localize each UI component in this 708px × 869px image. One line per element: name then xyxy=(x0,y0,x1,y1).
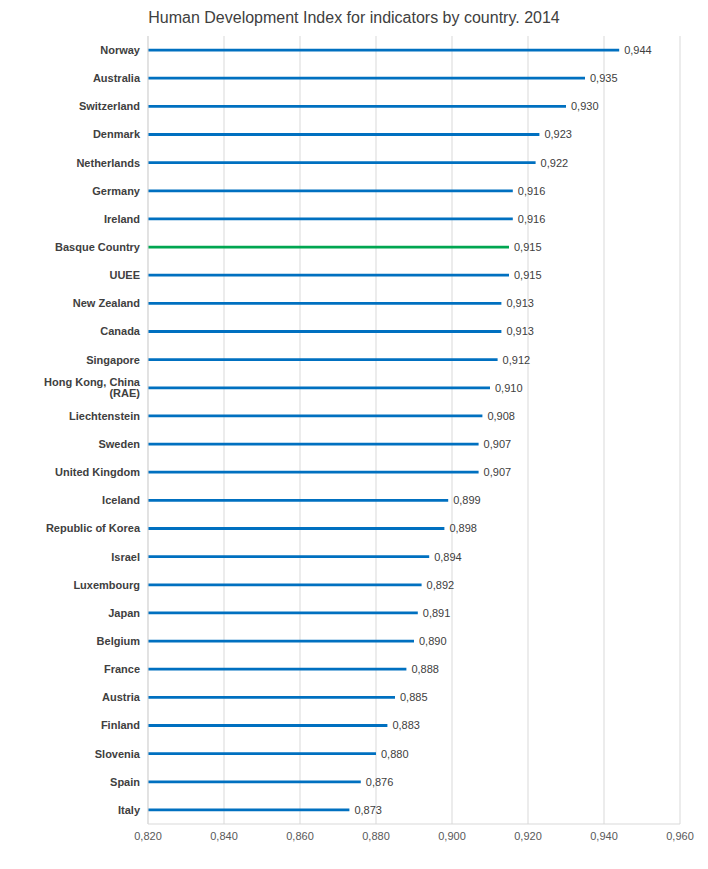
svg-text:0,820: 0,820 xyxy=(134,830,162,842)
svg-text:0,940: 0,940 xyxy=(590,830,618,842)
svg-text:United Kingdom: United Kingdom xyxy=(55,466,140,478)
svg-text:0,916: 0,916 xyxy=(518,185,546,197)
svg-text:Basque Country: Basque Country xyxy=(55,241,141,253)
svg-text:0,899: 0,899 xyxy=(453,494,481,506)
svg-text:Australia: Australia xyxy=(93,72,141,84)
svg-text:Japan: Japan xyxy=(108,607,140,619)
svg-text:Switzerland: Switzerland xyxy=(79,100,140,112)
svg-text:Slovenia: Slovenia xyxy=(95,748,141,760)
svg-text:Republic of Korea: Republic of Korea xyxy=(46,522,141,534)
svg-text:Israel: Israel xyxy=(111,551,140,563)
svg-text:0,907: 0,907 xyxy=(484,438,512,450)
svg-text:0,944: 0,944 xyxy=(624,44,652,56)
svg-text:0,915: 0,915 xyxy=(514,241,542,253)
svg-text:Canada: Canada xyxy=(100,325,141,337)
svg-text:UUEE: UUEE xyxy=(109,269,140,281)
svg-text:Norway: Norway xyxy=(100,44,141,56)
svg-text:0,913: 0,913 xyxy=(506,297,534,309)
svg-text:0,922: 0,922 xyxy=(541,157,569,169)
svg-text:Singapore: Singapore xyxy=(86,354,140,366)
svg-text:0,900: 0,900 xyxy=(438,830,466,842)
svg-text:Liechtenstein: Liechtenstein xyxy=(69,410,140,422)
svg-text:Netherlands: Netherlands xyxy=(76,157,140,169)
svg-text:Sweden: Sweden xyxy=(98,438,140,450)
svg-text:Ireland: Ireland xyxy=(104,213,140,225)
svg-text:0,888: 0,888 xyxy=(411,663,439,675)
svg-text:0,913: 0,913 xyxy=(506,325,534,337)
svg-text:Spain: Spain xyxy=(110,776,140,788)
svg-text:Hong Kong, China(RAE): Hong Kong, China(RAE) xyxy=(44,376,141,399)
svg-text:0,890: 0,890 xyxy=(419,635,447,647)
svg-text:0,920: 0,920 xyxy=(514,830,542,842)
svg-text:0,923: 0,923 xyxy=(544,128,572,140)
svg-text:0,840: 0,840 xyxy=(210,830,238,842)
svg-text:0,894: 0,894 xyxy=(434,551,462,563)
svg-text:Luxembourg: Luxembourg xyxy=(73,579,140,591)
svg-text:0,892: 0,892 xyxy=(427,579,455,591)
svg-text:0,912: 0,912 xyxy=(503,354,531,366)
svg-text:0,880: 0,880 xyxy=(362,830,390,842)
svg-text:Denmark: Denmark xyxy=(93,128,141,140)
svg-text:0,885: 0,885 xyxy=(400,691,428,703)
svg-text:0,880: 0,880 xyxy=(381,748,409,760)
svg-text:0,898: 0,898 xyxy=(449,522,477,534)
svg-text:0,915: 0,915 xyxy=(514,269,542,281)
svg-text:0,883: 0,883 xyxy=(392,719,420,731)
svg-text:0,907: 0,907 xyxy=(484,466,512,478)
svg-text:Belgium: Belgium xyxy=(97,635,141,647)
svg-text:France: France xyxy=(104,663,140,675)
svg-text:Austria: Austria xyxy=(102,691,141,703)
svg-text:0,891: 0,891 xyxy=(423,607,451,619)
svg-text:0,908: 0,908 xyxy=(487,410,515,422)
svg-text:0,930: 0,930 xyxy=(571,100,599,112)
svg-text:0,873: 0,873 xyxy=(354,804,382,816)
svg-text:0,935: 0,935 xyxy=(590,72,618,84)
svg-text:0,910: 0,910 xyxy=(495,382,523,394)
svg-text:0,916: 0,916 xyxy=(518,213,546,225)
svg-text:Italy: Italy xyxy=(118,804,141,816)
svg-text:0,960: 0,960 xyxy=(666,830,694,842)
svg-text:0,860: 0,860 xyxy=(286,830,314,842)
svg-text:Germany: Germany xyxy=(92,185,141,197)
html-text:Human Development Index for in: Human Development Index for indicators b… xyxy=(148,9,560,26)
svg-text:Finland: Finland xyxy=(101,719,140,731)
svg-text:New Zealand: New Zealand xyxy=(73,297,140,309)
svg-text:0,876: 0,876 xyxy=(366,776,394,788)
svg-text:Iceland: Iceland xyxy=(102,494,140,506)
